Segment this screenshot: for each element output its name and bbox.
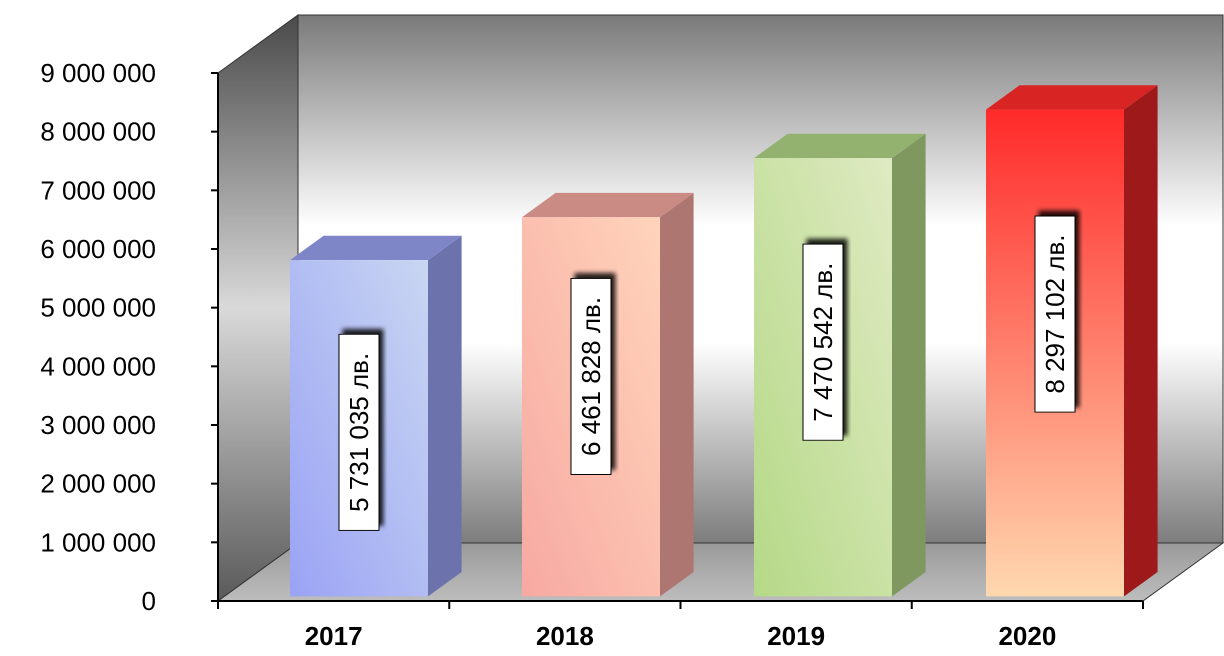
data-label-box <box>802 243 844 441</box>
bar-top <box>754 133 926 159</box>
data-labels: 5 731 035 лв. 6 461 828 лв. 7 470 542 лв. 8… <box>338 215 1076 531</box>
x-tick-label: 2020 <box>998 621 1056 651</box>
bar-top <box>522 192 694 218</box>
bar-top <box>986 85 1158 110</box>
y-tick-label: 6 000 000 <box>40 234 156 264</box>
x-tick-label: 2017 <box>305 621 363 651</box>
y-tick-label: 7 000 000 <box>40 175 156 205</box>
y-tick-label: 8 000 000 <box>40 117 156 147</box>
axes: 0 1 000 000 2 000 000 3 000 000 4 000 000 5 0… <box>40 58 1144 651</box>
y-tick-label: 5 000 000 <box>40 293 156 323</box>
y-tick-label: 4 000 000 <box>40 351 156 381</box>
data-label-2020: 8 297 102 лв. <box>1034 215 1076 413</box>
bar-side <box>660 192 694 597</box>
bar-2017 <box>290 235 462 597</box>
data-label-text: 5 731 035 лв. <box>344 353 374 512</box>
data-label-text: 6 461 828 лв. <box>576 297 606 456</box>
bar-side <box>892 133 926 597</box>
bar-2020 <box>986 85 1158 597</box>
data-label-box <box>1034 215 1076 413</box>
data-label-2018: 6 461 828 лв. <box>570 277 612 475</box>
data-label-box <box>338 333 380 531</box>
y-tick-label: 9 000 000 <box>40 58 156 88</box>
data-label-2019: 7 470 542 лв. <box>802 243 844 441</box>
y-tick-label: 3 000 000 <box>40 410 156 440</box>
y-tick-label: 1 000 000 <box>40 527 156 557</box>
data-label-text: 8 297 102 лв. <box>1040 234 1070 393</box>
data-label-box <box>570 277 612 475</box>
y-tick-label: 2 000 000 <box>40 469 156 499</box>
bar-top <box>290 235 462 261</box>
data-label-text: 7 470 542 лв. <box>808 263 838 422</box>
data-label-2017: 5 731 035 лв. <box>338 333 380 531</box>
y-tick-label: 0 <box>142 586 156 616</box>
x-tick-label: 2019 <box>767 621 825 651</box>
bar-side <box>428 235 462 597</box>
bar-side <box>1124 85 1158 597</box>
side-wall <box>217 14 299 602</box>
x-tick-label: 2018 <box>536 621 594 651</box>
